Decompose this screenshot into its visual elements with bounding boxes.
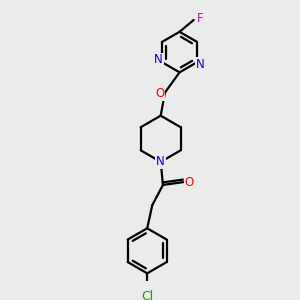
Text: N: N: [154, 53, 163, 67]
Text: N: N: [196, 58, 205, 71]
Text: N: N: [156, 155, 165, 168]
Text: O: O: [185, 176, 194, 189]
Text: Cl: Cl: [141, 290, 153, 300]
Text: F: F: [196, 12, 203, 25]
Text: O: O: [155, 87, 164, 100]
